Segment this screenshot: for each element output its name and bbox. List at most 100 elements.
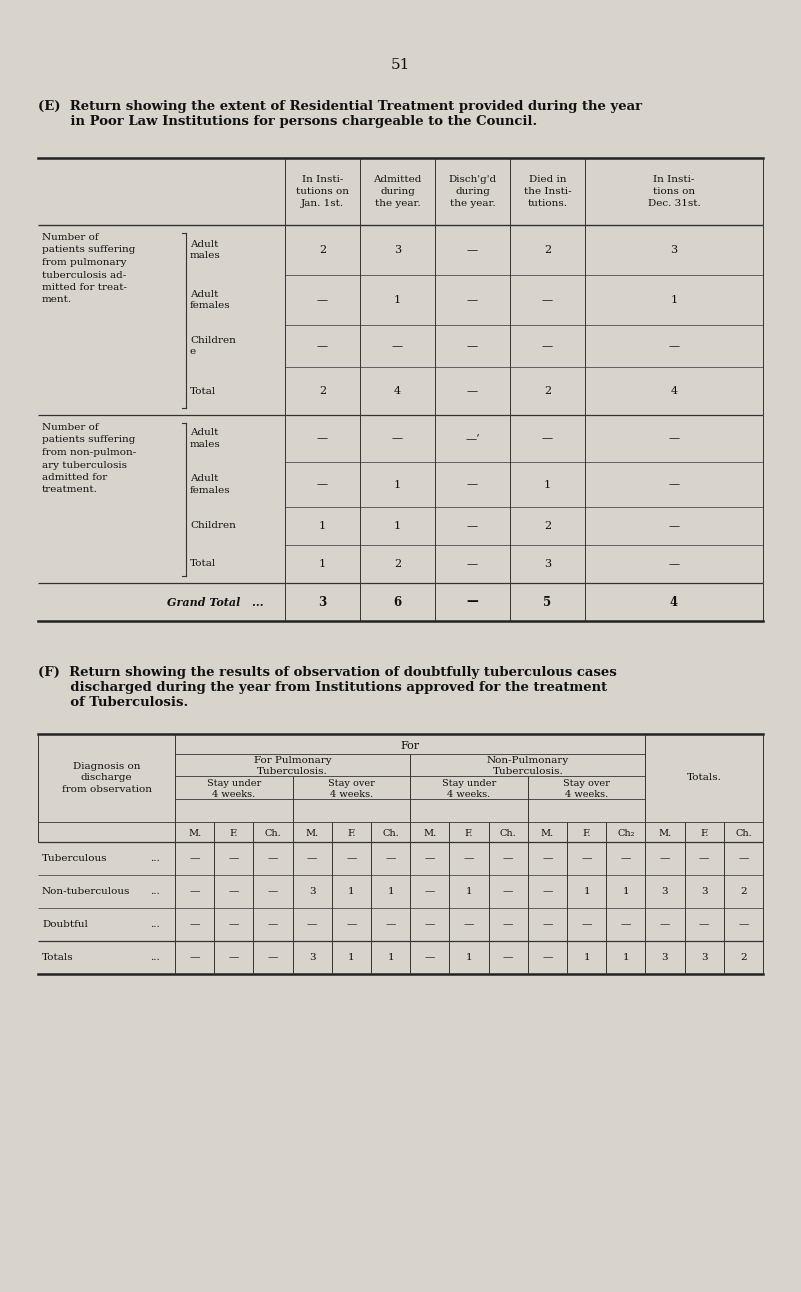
Text: —: — — [467, 245, 478, 255]
Text: 1: 1 — [394, 479, 401, 490]
Text: —: — — [660, 920, 670, 929]
Text: Ch.: Ch. — [382, 828, 399, 837]
Text: M.: M. — [541, 828, 554, 837]
Text: 3: 3 — [544, 559, 551, 568]
Text: F.: F. — [582, 828, 591, 837]
Text: ...: ... — [150, 920, 159, 929]
Text: —: — — [268, 888, 278, 895]
Text: F.: F. — [700, 828, 708, 837]
Text: —: — — [669, 479, 679, 490]
Text: —: — — [669, 434, 679, 443]
Text: —: — — [699, 854, 710, 863]
Text: ...: ... — [150, 888, 159, 895]
Text: —: — — [467, 521, 478, 531]
Text: —: — — [268, 920, 278, 929]
Text: 3: 3 — [701, 888, 707, 895]
Text: —: — — [669, 559, 679, 568]
Text: —: — — [346, 920, 356, 929]
Text: —: — — [425, 888, 435, 895]
Text: ...: ... — [150, 854, 159, 863]
Text: 3: 3 — [662, 888, 668, 895]
Text: —: — — [228, 920, 239, 929]
Text: 1: 1 — [394, 295, 401, 305]
Text: 1: 1 — [319, 521, 326, 531]
Text: —: — — [582, 920, 592, 929]
Text: —: — — [189, 854, 199, 863]
Text: —: — — [228, 953, 239, 963]
Text: —: — — [621, 920, 631, 929]
Text: —: — — [542, 434, 553, 443]
Text: 1: 1 — [388, 888, 394, 895]
Text: —: — — [660, 854, 670, 863]
Text: Ch₂: Ch₂ — [617, 828, 634, 837]
Text: —: — — [228, 888, 239, 895]
Text: —: — — [542, 920, 553, 929]
Text: —: — — [467, 386, 478, 397]
Text: 1: 1 — [348, 953, 355, 963]
Text: —: — — [464, 854, 474, 863]
Text: 3: 3 — [701, 953, 707, 963]
Text: In Insti-
tions on
Dec. 31st.: In Insti- tions on Dec. 31st. — [648, 176, 700, 208]
Text: —: — — [425, 854, 435, 863]
Text: —: — — [268, 854, 278, 863]
Text: 1: 1 — [319, 559, 326, 568]
Text: —: — — [542, 888, 553, 895]
Text: —: — — [385, 920, 396, 929]
Text: Non-tuberculous: Non-tuberculous — [42, 888, 131, 895]
Text: —: — — [503, 953, 513, 963]
Text: Ch.: Ch. — [264, 828, 281, 837]
Text: —: — — [669, 341, 679, 351]
Text: —: — — [425, 953, 435, 963]
Text: Adult
males: Adult males — [190, 240, 221, 260]
Text: Total: Total — [190, 559, 216, 568]
Text: —: — — [268, 953, 278, 963]
Text: Stay under
4 weeks.: Stay under 4 weeks. — [442, 779, 496, 798]
Text: 1: 1 — [622, 888, 629, 895]
Text: —: — — [317, 434, 328, 443]
Text: 51: 51 — [390, 58, 409, 72]
Text: Grand Total   ...: Grand Total ... — [167, 597, 264, 607]
Text: 1: 1 — [583, 953, 590, 963]
Text: 1: 1 — [583, 888, 590, 895]
Text: M.: M. — [423, 828, 437, 837]
Text: 3: 3 — [309, 953, 316, 963]
Text: Stay over
4 weeks.: Stay over 4 weeks. — [328, 779, 375, 798]
Text: 2: 2 — [544, 386, 551, 397]
Text: —’: —’ — [465, 434, 480, 443]
Text: Totals: Totals — [42, 953, 74, 963]
Text: 1: 1 — [388, 953, 394, 963]
Text: —: — — [467, 295, 478, 305]
Text: —: — — [739, 920, 749, 929]
Text: —: — — [582, 854, 592, 863]
Text: —: — — [189, 920, 199, 929]
Text: —: — — [189, 888, 199, 895]
Text: 2: 2 — [740, 953, 747, 963]
Text: —: — — [669, 521, 679, 531]
Text: 1: 1 — [348, 888, 355, 895]
Text: —: — — [385, 854, 396, 863]
Text: 1: 1 — [622, 953, 629, 963]
Text: 6: 6 — [393, 596, 401, 609]
Text: 5: 5 — [543, 596, 552, 609]
Text: —: — — [467, 596, 478, 609]
Text: —: — — [542, 295, 553, 305]
Text: F.: F. — [347, 828, 356, 837]
Text: Children
e: Children e — [190, 336, 235, 357]
Text: —: — — [189, 953, 199, 963]
Text: —: — — [503, 854, 513, 863]
Text: —: — — [503, 920, 513, 929]
Text: —: — — [392, 341, 403, 351]
Text: 3: 3 — [394, 245, 401, 255]
Text: Stay over
4 weeks.: Stay over 4 weeks. — [563, 779, 610, 798]
Text: 3: 3 — [662, 953, 668, 963]
Text: (E)  Return showing the extent of Residential Treatment provided during the year: (E) Return showing the extent of Residen… — [38, 99, 642, 128]
Text: —: — — [228, 854, 239, 863]
Text: —: — — [425, 920, 435, 929]
Text: Died in
the Insti-
tutions.: Died in the Insti- tutions. — [524, 176, 571, 208]
Text: —: — — [317, 479, 328, 490]
Text: —: — — [542, 854, 553, 863]
Text: —: — — [392, 434, 403, 443]
Text: Non-Pulmonary
Tuberculosis.: Non-Pulmonary Tuberculosis. — [487, 756, 569, 776]
Text: 4: 4 — [670, 596, 678, 609]
Text: Disch'g'd
during
the year.: Disch'g'd during the year. — [449, 176, 497, 208]
